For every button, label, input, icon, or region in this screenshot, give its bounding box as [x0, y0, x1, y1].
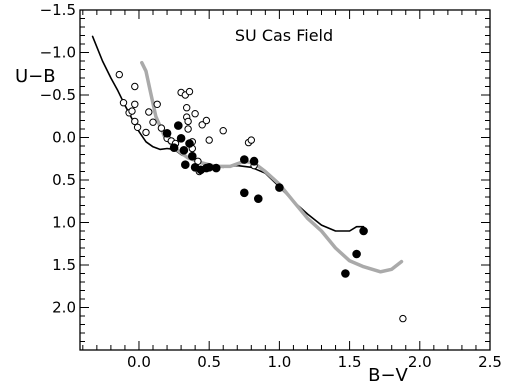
y-tick-label: 1.0: [52, 214, 76, 232]
filled-data-point: [176, 134, 186, 143]
tick-labels: 0.0 0.5 1.0 1.5 2.0 2.5 −1.5 −1.0 −0.5 0.0 0.5 1.0 1…: [40, 1, 502, 371]
filled-data-point: [174, 121, 183, 130]
open-data-point: [131, 82, 139, 91]
open-data-point: [133, 123, 142, 132]
filled-data-point: [359, 226, 368, 236]
filled-data-point: [275, 183, 284, 192]
open-data-point: [145, 108, 153, 116]
axis-ticks: [80, 9, 491, 350]
filled-data-point: [169, 143, 179, 152]
y-tick-label: 1.5: [52, 256, 76, 274]
open-data-point: [184, 125, 192, 133]
open-data-point: [198, 121, 206, 129]
y-tick-label: 2.0: [52, 299, 76, 317]
filled-data-point: [240, 188, 249, 198]
open-data-point: [153, 100, 161, 109]
y-axis-label: U−B: [15, 66, 56, 87]
data-points: [115, 70, 407, 323]
open-data-point: [119, 99, 128, 107]
filled-data-point: [204, 163, 214, 172]
open-data-point: [202, 116, 211, 125]
y-tick-label: −1.0: [40, 44, 76, 62]
open-data-point: [131, 100, 139, 109]
filled-data-point: [211, 163, 221, 173]
open-data-point: [399, 314, 407, 323]
x-tick-label: 2.0: [408, 353, 432, 371]
filled-data-point: [181, 160, 190, 169]
filled-data-point: [185, 139, 194, 148]
filled-data-point: [341, 269, 350, 278]
x-tick-label: 2.5: [478, 353, 502, 371]
filled-data-point: [249, 157, 259, 166]
open-data-point: [157, 124, 166, 132]
open-data-point: [184, 117, 192, 126]
chart-title: SU Cas Field: [235, 26, 333, 45]
open-data-point: [185, 87, 194, 96]
open-data-point: [142, 128, 150, 137]
y-tick-label: 0.5: [52, 171, 76, 189]
model-lines: [91, 35, 404, 274]
open-data-point: [131, 117, 139, 126]
open-data-point: [115, 70, 124, 79]
open-data-point: [247, 136, 256, 144]
filled-data-point: [352, 249, 361, 259]
black-model-line: [91, 35, 365, 232]
open-data-point: [219, 127, 227, 135]
x-tick-label: 0.5: [197, 353, 221, 371]
filled-data-point: [162, 129, 172, 138]
x-axis-label: B−V: [368, 365, 408, 386]
open-data-point: [205, 136, 213, 144]
filled-data-point: [240, 155, 249, 164]
open-data-point: [183, 104, 191, 112]
x-tick-label: 1.0: [267, 353, 291, 371]
filled-data-point: [179, 146, 189, 155]
filled-data-point: [253, 194, 263, 203]
x-tick-label: 0.0: [127, 353, 151, 371]
open-data-point: [191, 110, 199, 118]
y-tick-label: −0.5: [40, 86, 76, 104]
y-tick-label: 0.0: [52, 129, 76, 147]
y-tick-label: −1.5: [40, 1, 76, 19]
open-data-point: [128, 107, 136, 115]
filled-data-point: [188, 151, 197, 161]
x-tick-label: 1.5: [338, 353, 362, 371]
open-data-point: [149, 118, 157, 126]
